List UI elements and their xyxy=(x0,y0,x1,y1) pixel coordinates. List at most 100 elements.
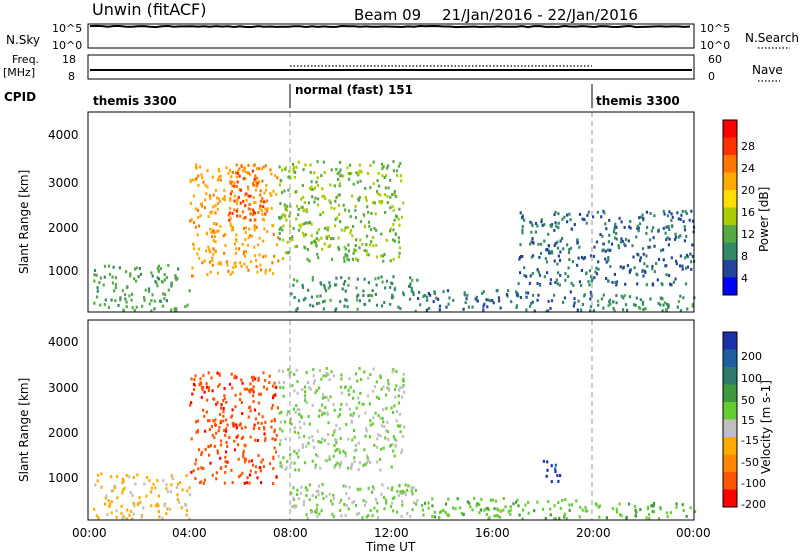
heatmap-cell xyxy=(377,171,380,175)
heatmap-cell xyxy=(295,368,298,372)
heatmap-cell xyxy=(414,502,418,506)
heatmap-cell xyxy=(339,220,342,224)
heatmap-cell xyxy=(557,479,560,483)
heatmap-cell xyxy=(595,272,599,276)
heatmap-cell xyxy=(125,474,128,477)
heatmap-cell xyxy=(665,238,668,242)
heatmap-cell xyxy=(142,506,145,510)
heatmap-cell xyxy=(230,180,233,184)
heatmap-cell xyxy=(384,211,387,214)
heatmap-cell xyxy=(207,371,210,375)
heatmap-cell xyxy=(325,374,328,378)
heatmap-cell xyxy=(364,187,367,190)
heatmap-cell xyxy=(221,197,224,201)
heatmap-cell xyxy=(208,248,211,252)
heatmap-cell xyxy=(281,429,284,433)
heatmap-cell xyxy=(205,382,208,386)
heatmap-cell xyxy=(200,385,203,389)
heatmap-cell xyxy=(668,237,671,241)
heatmap-cell xyxy=(395,169,399,173)
colorbar-tick-label: 8 xyxy=(741,250,748,263)
heatmap-cell xyxy=(283,203,286,207)
heatmap-cell xyxy=(342,174,345,178)
heatmap-cell xyxy=(244,425,247,429)
heatmap-cell xyxy=(321,194,324,198)
heatmap-cell xyxy=(564,498,567,501)
heatmap-cell xyxy=(95,514,98,518)
heatmap-cell xyxy=(217,197,221,201)
heatmap-cell xyxy=(314,466,317,470)
heatmap-cell xyxy=(185,509,189,513)
heatmap-cell xyxy=(358,461,362,465)
heatmap-cell xyxy=(262,205,265,209)
heatmap-cell xyxy=(525,308,528,312)
heatmap-cell xyxy=(485,507,488,511)
heatmap-cell xyxy=(254,174,257,178)
heatmap-cell xyxy=(392,228,395,232)
heatmap-cell xyxy=(157,277,161,281)
heatmap-cell xyxy=(193,378,196,382)
heatmap-cell xyxy=(110,298,113,302)
heatmap-cell xyxy=(148,479,151,483)
heatmap-cell xyxy=(317,228,320,232)
heatmap-cell xyxy=(284,207,287,211)
heatmap-cell xyxy=(177,500,180,504)
heatmap-cell xyxy=(245,198,248,202)
heatmap-cell xyxy=(281,369,285,373)
heatmap-cell xyxy=(184,503,187,506)
colorbar-tick-label: 100 xyxy=(741,372,762,385)
heatmap-cell xyxy=(335,441,338,445)
heatmap-cell xyxy=(347,243,350,247)
heatmap-cell xyxy=(252,394,255,398)
heatmap-cell xyxy=(398,412,402,416)
heatmap-cell xyxy=(452,298,455,302)
heatmap-cell xyxy=(425,308,428,312)
heatmap-cell xyxy=(129,274,132,278)
heatmap-cell xyxy=(298,223,301,227)
heatmap-cell xyxy=(554,221,557,225)
heatmap-cell xyxy=(633,266,636,270)
heatmap-cell xyxy=(275,433,278,437)
heatmap-cell xyxy=(576,263,579,267)
heatmap-cell xyxy=(342,203,345,207)
heatmap-cell xyxy=(636,224,639,228)
heatmap-cell xyxy=(361,516,364,520)
nave-tick-bottom: 0 xyxy=(708,70,715,83)
heatmap-cell xyxy=(313,445,316,449)
heatmap-cell xyxy=(329,395,332,399)
heatmap-cell xyxy=(203,259,206,263)
heatmap-cell xyxy=(205,249,208,253)
heatmap-cell xyxy=(96,479,99,483)
heatmap-cell xyxy=(438,308,441,312)
heatmap-cell xyxy=(641,302,644,306)
heatmap-cell xyxy=(259,263,262,267)
heatmap-cell xyxy=(206,273,209,277)
heatmap-cell xyxy=(229,192,232,196)
heatmap-cell xyxy=(462,307,465,311)
heatmap-cell xyxy=(548,251,551,255)
heatmap-cell xyxy=(219,178,222,182)
heatmap-cell xyxy=(295,217,298,221)
heatmap-cell xyxy=(355,512,358,516)
heatmap-cell xyxy=(254,417,257,421)
heatmap-cell xyxy=(312,439,315,443)
heatmap-cell xyxy=(181,488,184,492)
heatmap-cell xyxy=(365,429,368,433)
heatmap-cell xyxy=(474,297,477,301)
heatmap-cell xyxy=(223,428,226,432)
heatmap-cell xyxy=(323,284,326,287)
heatmap-cell xyxy=(230,190,233,194)
heatmap-cell xyxy=(465,297,468,301)
colorbar-tick-label: 50 xyxy=(741,394,755,407)
heatmap-cell xyxy=(694,510,697,514)
heatmap-cell xyxy=(254,188,257,192)
heatmap-cell xyxy=(323,171,326,174)
heatmap-cell xyxy=(278,183,281,187)
heatmap-cell xyxy=(116,496,119,500)
heatmap-cell xyxy=(287,188,290,192)
heatmap-cell xyxy=(607,240,610,244)
heatmap-cell xyxy=(304,163,307,167)
heatmap-cell xyxy=(400,179,403,183)
heatmap-cell xyxy=(432,300,435,304)
heatmap-cell xyxy=(613,309,616,313)
